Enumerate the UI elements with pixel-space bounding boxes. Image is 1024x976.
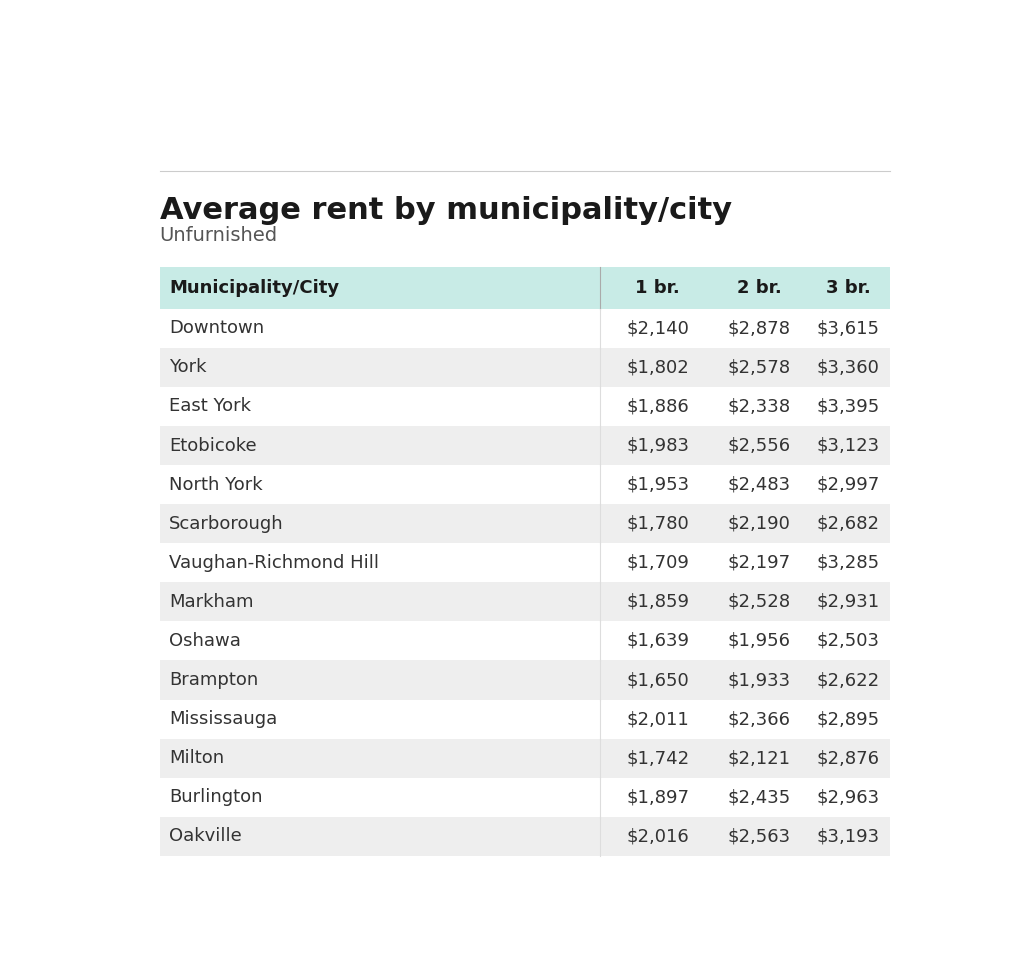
- FancyBboxPatch shape: [160, 267, 890, 308]
- Text: $2,528: $2,528: [727, 592, 791, 611]
- Text: $2,435: $2,435: [727, 789, 791, 806]
- FancyBboxPatch shape: [160, 661, 890, 700]
- Text: Brampton: Brampton: [169, 671, 258, 689]
- Text: $2,878: $2,878: [727, 319, 791, 338]
- Text: $3,615: $3,615: [817, 319, 880, 338]
- Text: Oshawa: Oshawa: [169, 631, 241, 650]
- Text: Markham: Markham: [169, 592, 254, 611]
- Text: Etobicoke: Etobicoke: [169, 436, 257, 455]
- Text: Scarborough: Scarborough: [169, 514, 284, 533]
- Text: $1,956: $1,956: [727, 631, 791, 650]
- FancyBboxPatch shape: [160, 386, 890, 426]
- Text: Municipality/City: Municipality/City: [169, 279, 339, 297]
- Text: Oakville: Oakville: [169, 828, 242, 845]
- Text: 1 br.: 1 br.: [635, 279, 680, 297]
- FancyBboxPatch shape: [160, 778, 890, 817]
- Text: $2,366: $2,366: [727, 711, 791, 728]
- FancyBboxPatch shape: [160, 308, 890, 347]
- Text: $2,483: $2,483: [727, 475, 791, 494]
- Text: $2,121: $2,121: [727, 750, 791, 767]
- Text: Downtown: Downtown: [169, 319, 264, 338]
- Text: $1,859: $1,859: [627, 592, 689, 611]
- Text: $2,556: $2,556: [727, 436, 791, 455]
- FancyBboxPatch shape: [160, 505, 890, 544]
- Text: $2,197: $2,197: [727, 553, 791, 572]
- Text: 2 br.: 2 br.: [736, 279, 781, 297]
- Text: $3,395: $3,395: [816, 397, 880, 416]
- FancyBboxPatch shape: [160, 739, 890, 778]
- FancyBboxPatch shape: [160, 622, 890, 661]
- Text: $3,285: $3,285: [816, 553, 880, 572]
- Text: $2,190: $2,190: [727, 514, 791, 533]
- Text: $1,886: $1,886: [627, 397, 689, 416]
- Text: $1,933: $1,933: [727, 671, 791, 689]
- Text: $2,140: $2,140: [627, 319, 689, 338]
- Text: Burlington: Burlington: [169, 789, 263, 806]
- FancyBboxPatch shape: [160, 347, 890, 386]
- Text: $2,016: $2,016: [627, 828, 689, 845]
- Text: Vaughan-Richmond Hill: Vaughan-Richmond Hill: [169, 553, 379, 572]
- Text: East York: East York: [169, 397, 251, 416]
- Text: York: York: [169, 358, 207, 377]
- Text: $1,983: $1,983: [627, 436, 689, 455]
- FancyBboxPatch shape: [160, 700, 890, 739]
- Text: $2,563: $2,563: [727, 828, 791, 845]
- Text: $1,639: $1,639: [627, 631, 689, 650]
- Text: $2,011: $2,011: [627, 711, 689, 728]
- Text: $2,622: $2,622: [816, 671, 880, 689]
- Text: $2,578: $2,578: [727, 358, 791, 377]
- Text: 3 br.: 3 br.: [825, 279, 870, 297]
- Text: Mississauga: Mississauga: [169, 711, 278, 728]
- Text: $1,709: $1,709: [627, 553, 689, 572]
- Text: Milton: Milton: [169, 750, 224, 767]
- Text: $1,802: $1,802: [627, 358, 689, 377]
- FancyBboxPatch shape: [160, 544, 890, 583]
- Text: $2,931: $2,931: [816, 592, 880, 611]
- Text: Unfurnished: Unfurnished: [160, 226, 278, 245]
- Text: $3,123: $3,123: [816, 436, 880, 455]
- Text: $1,650: $1,650: [627, 671, 689, 689]
- Text: $1,897: $1,897: [627, 789, 689, 806]
- Text: $2,876: $2,876: [817, 750, 880, 767]
- Text: $1,742: $1,742: [626, 750, 689, 767]
- FancyBboxPatch shape: [160, 583, 890, 622]
- FancyBboxPatch shape: [160, 426, 890, 466]
- Text: $2,895: $2,895: [816, 711, 880, 728]
- Text: $3,193: $3,193: [816, 828, 880, 845]
- Text: $2,503: $2,503: [817, 631, 880, 650]
- FancyBboxPatch shape: [160, 817, 890, 856]
- Text: $2,963: $2,963: [816, 789, 880, 806]
- Text: Average rent by municipality/city: Average rent by municipality/city: [160, 196, 732, 225]
- Text: $1,780: $1,780: [627, 514, 689, 533]
- Text: $2,682: $2,682: [817, 514, 880, 533]
- Text: North York: North York: [169, 475, 263, 494]
- Text: $1,953: $1,953: [626, 475, 689, 494]
- Text: $2,338: $2,338: [727, 397, 791, 416]
- FancyBboxPatch shape: [160, 466, 890, 505]
- Text: $3,360: $3,360: [817, 358, 880, 377]
- Text: $2,997: $2,997: [816, 475, 880, 494]
